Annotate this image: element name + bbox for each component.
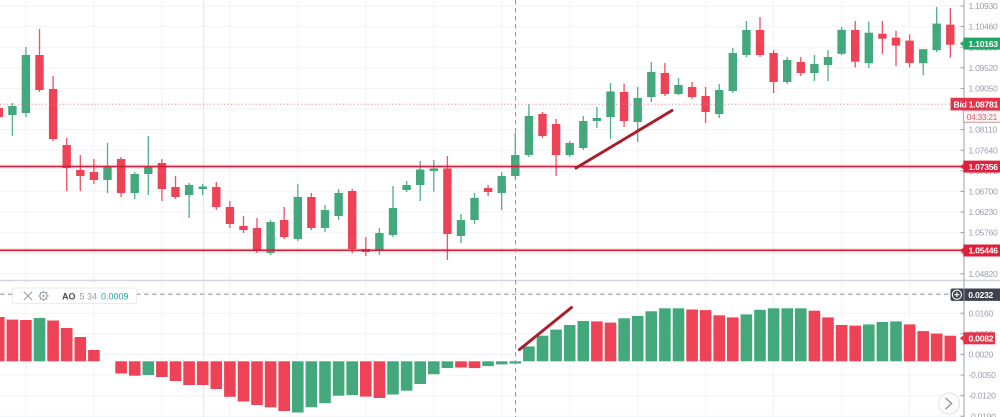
- svg-text:0.0020: 0.0020: [969, 350, 994, 360]
- svg-text:0.0232: 0.0232: [968, 290, 993, 300]
- svg-text:1.06700: 1.06700: [969, 187, 998, 197]
- svg-text:1.08110: 1.08110: [969, 125, 998, 135]
- svg-text:1.10930: 1.10930: [969, 1, 998, 11]
- svg-text:1.05760: 1.05760: [969, 228, 998, 238]
- svg-text:1.10460: 1.10460: [969, 22, 998, 32]
- svg-text:1.07640: 1.07640: [969, 145, 998, 155]
- svg-text:1.05446: 1.05446: [969, 246, 999, 256]
- svg-text:04:33:21: 04:33:21: [967, 112, 998, 122]
- svg-text:1.04820: 1.04820: [969, 269, 998, 279]
- svg-text:-0.0120: -0.0120: [969, 391, 997, 401]
- svg-text:0.0009: 0.0009: [101, 291, 129, 301]
- svg-text:1.06230: 1.06230: [969, 207, 998, 217]
- svg-text:0.0160: 0.0160: [969, 308, 994, 318]
- svg-text:AO: AO: [62, 291, 76, 301]
- svg-text:1.09050: 1.09050: [969, 84, 998, 94]
- svg-text:1.10163: 1.10163: [969, 39, 999, 49]
- svg-text:Bid 1.08781: Bid 1.08781: [954, 99, 999, 109]
- svg-text:-0.0190: -0.0190: [969, 411, 997, 417]
- svg-text:5 34: 5 34: [80, 291, 98, 301]
- svg-text:0.0082: 0.0082: [969, 334, 994, 344]
- svg-text:-0.0050: -0.0050: [969, 370, 997, 380]
- svg-text:1.09520: 1.09520: [969, 63, 998, 73]
- svg-text:1.07356: 1.07356: [969, 162, 999, 172]
